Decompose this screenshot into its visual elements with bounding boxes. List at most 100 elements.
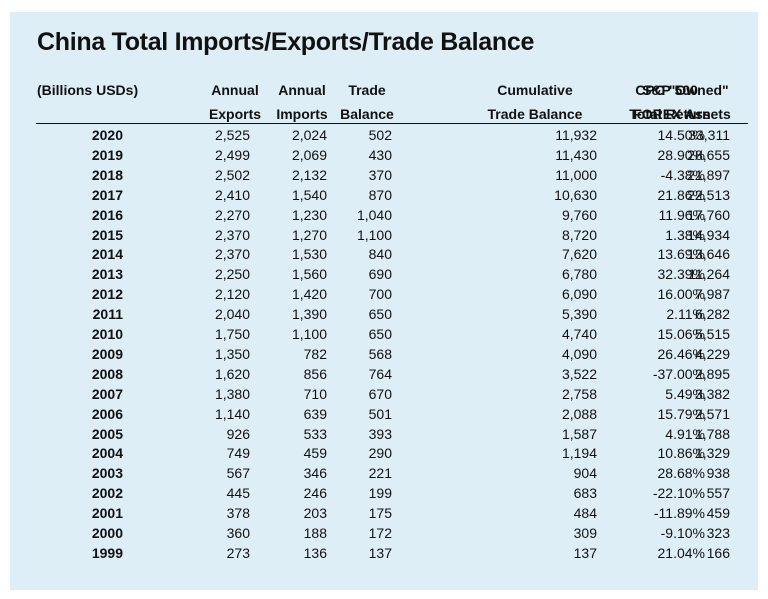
- forex-assets-cell: 28,655: [687, 146, 730, 163]
- imports-cell: 346: [303, 465, 327, 482]
- exports-cell: 2,040: [214, 306, 250, 323]
- year-cell: 2014: [91, 246, 123, 263]
- trade-balance-cell: 393: [368, 425, 392, 442]
- year-cell: 2010: [91, 326, 123, 342]
- imports-cell: 1,540: [291, 186, 327, 203]
- cumulative-balance-cell: 683: [573, 485, 597, 502]
- cumulative-balance-cell: 11,430: [555, 146, 597, 163]
- cumulative-balance-cell: 11,000: [555, 166, 597, 183]
- cumulative-balance-cell: 1,587: [561, 425, 597, 442]
- imports-cell: 639: [303, 405, 327, 422]
- sp500-return-cell: 4.91%: [665, 425, 705, 442]
- year-cell: 2000: [91, 525, 123, 541]
- table-panel: China Total Imports/Exports/Trade Balanc…: [10, 12, 758, 590]
- cumulative-balance-cell: 309: [573, 525, 597, 541]
- sp500-return-cell: 14.50%: [657, 127, 705, 143]
- exports-cell: 2,120: [214, 286, 250, 303]
- cumulative-balance-cell: 8,720: [561, 226, 597, 243]
- sp500-return-cell: 32.39%: [657, 266, 705, 283]
- header-forex-assets-line1: CPC "Owned": [635, 82, 729, 98]
- exports-cell: 2,250: [214, 266, 250, 283]
- year-cell: 1999: [91, 544, 123, 561]
- imports-cell: 533: [303, 425, 327, 442]
- forex-assets-cell: 323: [706, 525, 730, 541]
- cumulative-balance-cell: 4,740: [561, 326, 597, 342]
- exports-cell: 2,410: [214, 186, 250, 203]
- trade-balance-cell: 1,040: [356, 206, 392, 223]
- header-cumulative-balance-line1: Cumulative: [497, 82, 573, 98]
- cumulative-balance-cell: 1,194: [561, 445, 597, 462]
- exports-cell: 378: [226, 505, 250, 522]
- cumulative-balance-cell: 6,090: [561, 286, 597, 303]
- year-cell: 2020: [91, 127, 123, 143]
- imports-cell: 1,230: [291, 206, 327, 223]
- cumulative-balance-cell: 3,522: [561, 365, 597, 382]
- sp500-return-cell: 21.86%: [657, 186, 705, 203]
- header-cumulative-balance-line2: Trade Balance: [487, 106, 583, 122]
- header-imports-line1: Annual: [278, 82, 326, 98]
- sp500-return-cell: 1.38%: [665, 226, 705, 243]
- exports-cell: 1,620: [214, 365, 250, 382]
- header-imports-line2: Imports: [276, 106, 328, 122]
- cumulative-balance-cell: 2,758: [561, 385, 597, 402]
- forex-assets-cell: 5,515: [694, 326, 730, 342]
- imports-cell: 710: [303, 385, 327, 402]
- imports-cell: 2,069: [291, 146, 327, 163]
- cumulative-balance-cell: 2,088: [561, 405, 597, 422]
- trade-balance-cell: 568: [368, 345, 392, 362]
- year-cell: 2012: [91, 286, 123, 303]
- sp500-return-cell: 5.49%: [665, 385, 705, 402]
- year-cell: 2009: [91, 345, 123, 362]
- exports-cell: 926: [226, 425, 250, 442]
- forex-assets-cell: 4,229: [694, 345, 730, 362]
- trade-balance-cell: 1,100: [356, 226, 392, 243]
- trade-balance-cell: 700: [368, 286, 392, 303]
- header-forex-assets-line2: FOREX Assets: [633, 106, 731, 122]
- cumulative-balance-cell: 11,932: [555, 127, 597, 143]
- sp500-return-cell: 15.79%: [657, 405, 705, 422]
- imports-cell: 1,390: [291, 306, 327, 323]
- cumulative-balance-cell: 137: [573, 544, 597, 561]
- imports-cell: 856: [303, 365, 327, 382]
- sp500-return-cell: -9.10%: [660, 525, 705, 541]
- year-cell: 2007: [91, 385, 123, 402]
- sp500-return-cell: 13.69%: [657, 246, 705, 263]
- sp500-return-cell: 28.90%: [657, 146, 705, 163]
- exports-cell: 1,140: [214, 405, 250, 422]
- imports-cell: 188: [303, 525, 327, 541]
- trade-balance-cell: 290: [368, 445, 392, 462]
- sp500-return-cell: 21.04%: [657, 544, 705, 561]
- cumulative-balance-cell: 7,620: [561, 246, 597, 263]
- imports-cell: 782: [303, 345, 327, 362]
- year-cell: 2004: [91, 445, 123, 462]
- year-cell: 2001: [91, 505, 123, 522]
- forex-assets-cell: 938: [706, 465, 730, 482]
- trade-balance-cell: 172: [368, 525, 392, 541]
- header-sp500-return-line1: S&P 500: [642, 82, 698, 98]
- exports-cell: 2,499: [214, 146, 250, 163]
- header-exports-line2: Exports: [208, 106, 262, 122]
- year-cell: 2018: [91, 166, 123, 183]
- forex-assets-cell: 33,311: [688, 127, 730, 143]
- forex-assets-cell: 7,987: [694, 286, 730, 303]
- trade-balance-cell: 501: [368, 405, 392, 422]
- exports-cell: 273: [226, 544, 250, 561]
- forex-assets-cell: 166: [706, 544, 730, 561]
- imports-cell: 459: [303, 445, 327, 462]
- sp500-return-cell: -11.89%: [653, 505, 705, 522]
- trade-balance-cell: 670: [368, 385, 392, 402]
- header-exports-line1: Annual: [211, 82, 259, 98]
- header-trade-balance-line1: Trade: [348, 82, 386, 98]
- imports-cell: 1,100: [291, 326, 327, 342]
- forex-assets-cell: 1,788: [694, 425, 730, 442]
- year-cell: 2002: [91, 485, 123, 502]
- imports-cell: 1,420: [291, 286, 327, 303]
- cumulative-balance-cell: 6,780: [561, 266, 597, 283]
- exports-cell: 1,380: [214, 385, 250, 402]
- year-cell: 2017: [91, 186, 123, 203]
- trade-balance-cell: 690: [368, 266, 392, 283]
- forex-assets-cell: 2,895: [694, 365, 730, 382]
- exports-cell: 2,525: [214, 127, 250, 143]
- imports-cell: 203: [303, 505, 327, 522]
- forex-assets-cell: 13,646: [687, 246, 730, 263]
